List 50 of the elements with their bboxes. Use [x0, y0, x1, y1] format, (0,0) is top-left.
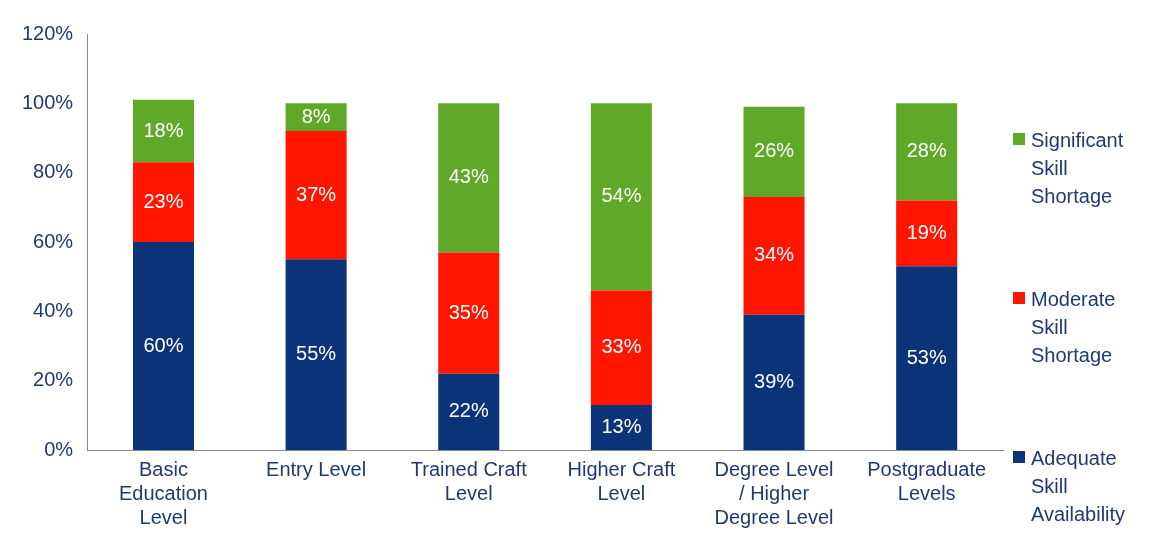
x-tick-label: Basic Education Level: [118, 457, 208, 528]
data-label: 28%: [906, 139, 947, 162]
y-tick-label: 100%: [22, 90, 74, 113]
bar: [438, 252, 500, 374]
bar: [896, 103, 958, 201]
legend-label: Adequate Skill Availability: [1031, 446, 1127, 527]
y-tick-label: 60%: [33, 229, 74, 252]
bar: [438, 103, 500, 253]
data-label: 54%: [601, 184, 642, 207]
x-tick-label: Trained Craft Level: [410, 457, 528, 504]
x-tick-label: Postgraduate Levels: [867, 457, 987, 504]
bar: [896, 200, 958, 267]
bar: [132, 242, 194, 450]
bar: [590, 103, 652, 291]
data-label: 26%: [754, 139, 795, 162]
data-label: 60%: [143, 333, 184, 356]
x-tick-label: Degree Level / Higher Degree Level: [714, 457, 834, 528]
bar: [896, 266, 958, 450]
data-label: 33%: [601, 335, 642, 358]
bar: [132, 162, 194, 242]
data-label: 37%: [296, 182, 337, 205]
data-label: 34%: [754, 243, 795, 266]
data-label: 18%: [143, 118, 184, 141]
y-tick-label: 0%: [44, 437, 74, 460]
bar: [438, 373, 500, 450]
bar: [285, 259, 347, 450]
bar: [743, 106, 805, 197]
x-tick-label: Entry Level: [266, 457, 367, 480]
data-label: 43%: [448, 165, 489, 188]
y-tick-label: 80%: [33, 160, 74, 183]
data-label: 53%: [906, 345, 947, 368]
data-label: 35%: [448, 300, 489, 323]
legend-label: Significant Skill Shortage: [1031, 128, 1125, 209]
legend-label: Moderate Skill Shortage: [1031, 287, 1117, 368]
bar: [132, 99, 194, 163]
data-label: 19%: [906, 220, 947, 243]
data-label: 22%: [448, 399, 489, 422]
y-tick-label: 40%: [33, 298, 74, 321]
bar: [285, 131, 347, 260]
y-tick-label: 20%: [33, 368, 74, 391]
y-tick-label: 120%: [22, 21, 74, 44]
bar: [743, 196, 805, 315]
data-label: 8%: [301, 104, 331, 127]
data-label: 55%: [296, 342, 337, 365]
bar: [743, 314, 805, 450]
data-label: 13%: [601, 414, 642, 437]
x-tick-label: Higher Craft Level: [567, 457, 676, 504]
bar: [590, 290, 652, 405]
data-label: 23%: [143, 189, 184, 212]
data-label: 39%: [754, 369, 795, 392]
